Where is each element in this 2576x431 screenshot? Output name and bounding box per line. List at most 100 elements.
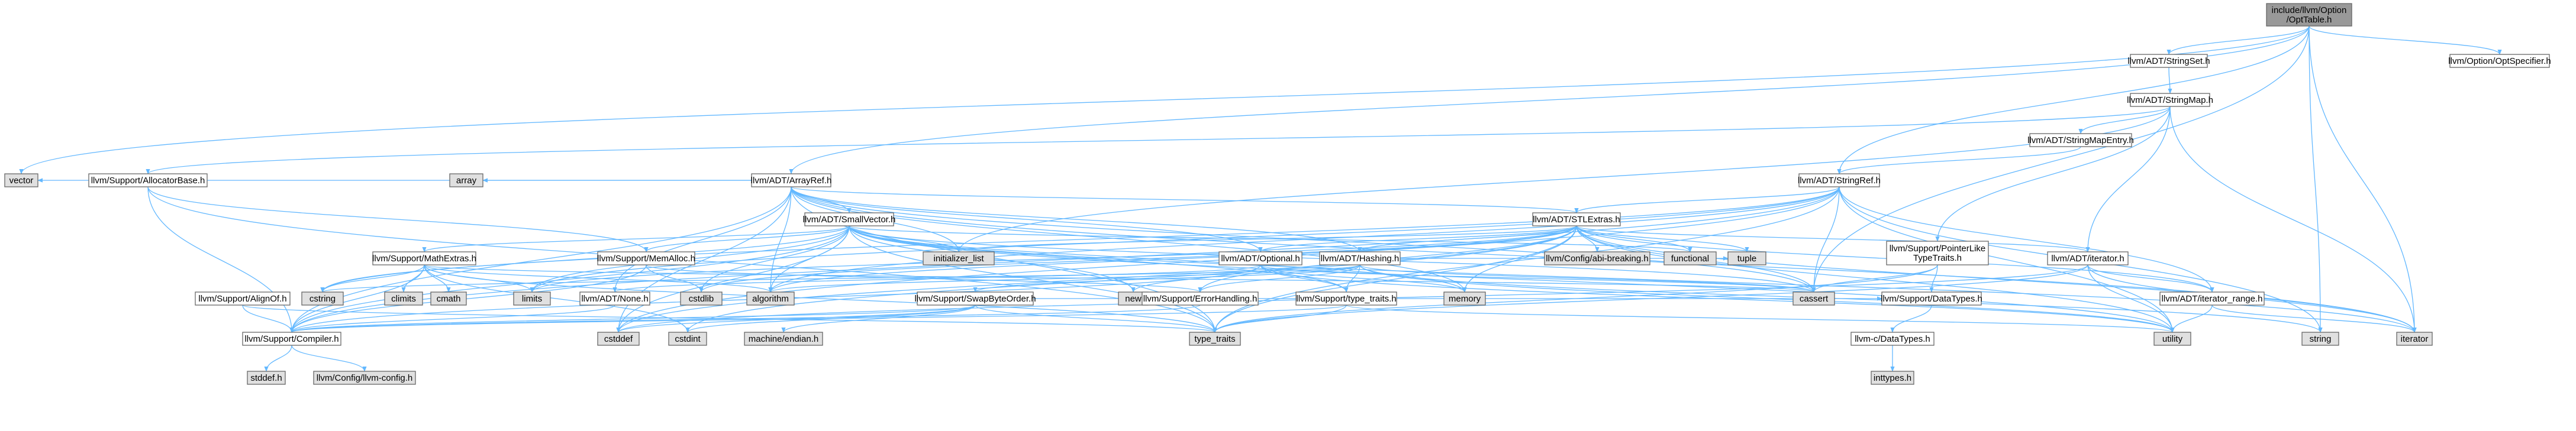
- edge-stringmapentry-to-stringref: [1837, 146, 2081, 174]
- node-stringmap[interactable]: llvm/ADT/StringMap.h: [2127, 93, 2213, 107]
- edge-path: [1576, 225, 1692, 252]
- node-label-algorithm: algorithm: [752, 294, 789, 304]
- node-stringmapentry[interactable]: llvm/ADT/StringMapEntry.h: [2027, 133, 2134, 147]
- node-box-swapbyteorder: [917, 291, 1034, 306]
- node-stringref[interactable]: llvm/ADT/StringRef.h: [1798, 173, 1881, 187]
- edge-swapbyteorder-to-compiler: [289, 304, 976, 333]
- node-box-cstdint: [668, 332, 707, 346]
- node-compiler[interactable]: llvm/Support/Compiler.h: [242, 332, 341, 346]
- node-typetraitsh[interactable]: llvm/Support/type_traits.h: [1295, 291, 1397, 306]
- edge-stlextras-to-optional: [1258, 225, 1577, 252]
- node-type_traits: type_traits: [1189, 332, 1241, 346]
- edge-swapbyteorder-to-type_traits: [975, 304, 1217, 333]
- edge-allocatorbase-to-memalloc: [147, 186, 649, 252]
- edge-path: [1576, 225, 2090, 252]
- node-label-stlextras: llvm/ADT/STLExtras.h: [1533, 215, 1620, 225]
- edge-path: [1258, 225, 1577, 252]
- node-box-stringref: [1798, 173, 1880, 187]
- node-smallvector[interactable]: llvm/ADT/SmallVector.h: [803, 212, 896, 226]
- node-errorhandling[interactable]: llvm/Support/ErrorHandling.h: [1142, 291, 1259, 306]
- edge-path: [616, 186, 792, 333]
- node-label-climits: climits: [391, 294, 416, 304]
- node-arrayref[interactable]: llvm/ADT/ArrayRef.h: [751, 173, 832, 187]
- node-box-functional: [1663, 251, 1717, 265]
- node-label-stringset: llvm/ADT/StringSet.h: [2127, 56, 2210, 66]
- edge-stlextras-to-cstdlib: [699, 225, 1577, 293]
- node-memalloc[interactable]: llvm/Support/MemAlloc.h: [597, 251, 695, 265]
- edge-path: [147, 186, 649, 252]
- node-iteratorrange[interactable]: llvm/ADT/iterator_range.h: [2159, 291, 2265, 306]
- edge-path: [2309, 25, 2323, 333]
- node-cdatatypes[interactable]: llvm-c/DataTypes.h: [1850, 332, 1935, 346]
- node-label-smallvector: llvm/ADT/SmallVector.h: [803, 215, 896, 225]
- node-hashing[interactable]: llvm/ADT/Hashing.h: [1319, 251, 1401, 265]
- edge-iteratorh-to-type_traits: [1213, 264, 2088, 333]
- edge-path: [289, 264, 647, 333]
- node-stddef: stddef.h: [247, 371, 286, 385]
- edge-typetraitsh-to-compiler: [290, 304, 1347, 333]
- edge-stlextras-to-utility: [1576, 225, 2175, 333]
- node-label-string: string: [2310, 334, 2332, 344]
- node-box-noneh: [579, 291, 650, 306]
- node-label-pointerlike: TypeTraits.h: [1913, 253, 1962, 263]
- edge-path: [1260, 264, 1349, 293]
- node-label-cstdint: cstdint: [675, 334, 701, 344]
- node-box-llvmconfig: [313, 371, 416, 385]
- node-allocatorbase[interactable]: llvm/Support/AllocatorBase.h: [88, 173, 208, 187]
- edge-path: [291, 345, 367, 372]
- node-box-cstddef: [597, 332, 640, 346]
- edge-path: [424, 264, 1816, 293]
- edge-smallvector-to-compiler: [289, 225, 850, 333]
- edge-stlextras-to-cstdint: [685, 225, 1577, 333]
- edge-optional-to-noneh: [612, 264, 1261, 293]
- edge-arrayref-to-noneh: [612, 186, 792, 293]
- node-stringset[interactable]: llvm/ADT/StringSet.h: [2127, 54, 2210, 68]
- node-box-cmath: [430, 291, 467, 306]
- edge-hashing-to-algorithm: [768, 264, 1360, 293]
- node-mathextras[interactable]: llvm/Support/MathExtras.h: [372, 251, 476, 265]
- node-alignof[interactable]: llvm/Support/AlignOf.h: [195, 291, 291, 306]
- node-label-abibreaking: llvm/Config/abi-breaking.h: [1546, 254, 1648, 264]
- node-optspecifier[interactable]: llvm/Option/OptSpecifier.h: [2448, 54, 2551, 68]
- node-label-mathextras: llvm/Support/MathExtras.h: [372, 254, 476, 264]
- edge-smallvector-to-iterator: [849, 225, 2417, 333]
- node-label-memory: memory: [1449, 294, 1481, 304]
- node-stlextras[interactable]: llvm/ADT/STLExtras.h: [1532, 212, 1621, 226]
- node-box-limits: [513, 291, 551, 306]
- node-optional[interactable]: llvm/ADT/Optional.h: [1218, 251, 1302, 265]
- node-functional: functional: [1663, 251, 1717, 265]
- node-climits: climits: [384, 291, 423, 306]
- edge-path: [2087, 264, 2175, 333]
- edge-path: [1346, 304, 2175, 333]
- node-swapbyteorder[interactable]: llvm/Support/SwapByteOrder.h: [914, 291, 1036, 306]
- node-box-iteratorrange: [2159, 291, 2265, 306]
- edge-typetraitsh-to-type_traits: [1213, 304, 1347, 333]
- node-datatypes[interactable]: llvm/Support/DataTypes.h: [1881, 291, 1982, 306]
- node-box-compiler: [242, 332, 341, 346]
- edge-root-to-stringset: [2166, 25, 2310, 55]
- node-iteratorh[interactable]: llvm/ADT/iterator.h: [2047, 251, 2129, 265]
- edge-path: [956, 225, 1577, 252]
- node-layer: include/llvm/Option/OptTable.h llvm/ADT/S…: [4, 3, 2551, 385]
- node-label-machineendian: machine/endian.h: [749, 334, 818, 344]
- node-box-initializer_list: [923, 251, 995, 265]
- edge-mathextras-to-algorithm: [424, 264, 773, 293]
- edge-path: [768, 264, 1360, 293]
- edge-compiler-to-llvmconfig: [291, 345, 367, 372]
- edge-mathextras-to-compiler: [289, 264, 425, 333]
- edge-path: [1929, 264, 1938, 293]
- node-box-abibreaking: [1544, 251, 1650, 265]
- edge-path: [289, 225, 850, 333]
- node-root[interactable]: include/llvm/Option/OptTable.h: [2266, 3, 2352, 27]
- node-cassert: cassert: [1792, 291, 1835, 306]
- edge-smallvector-to-cstring: [320, 225, 850, 293]
- edge-path: [289, 304, 1201, 333]
- edge-swapbyteorder-to-machineendian: [781, 304, 976, 333]
- edge-path: [1462, 225, 1577, 293]
- edge-smallvector-to-utility: [849, 225, 2175, 333]
- node-label-inttypes: inttypes.h: [1874, 373, 1911, 383]
- node-label-tuple: tuple: [1737, 254, 1757, 264]
- edge-path: [616, 225, 1577, 333]
- node-noneh[interactable]: llvm/ADT/None.h: [579, 291, 650, 306]
